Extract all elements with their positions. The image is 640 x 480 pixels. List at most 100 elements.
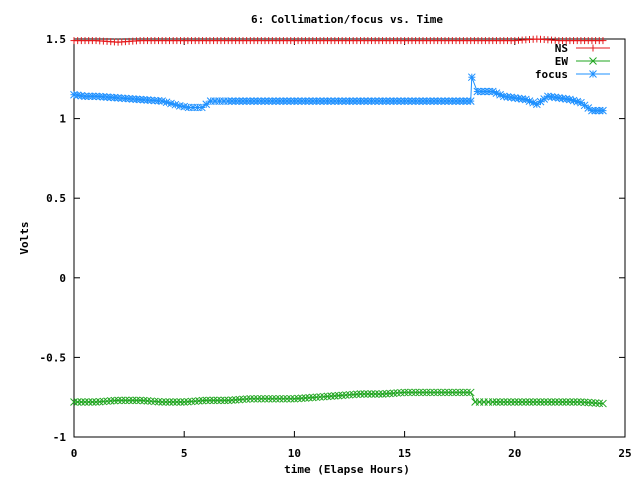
data-point xyxy=(279,394,288,403)
data-point xyxy=(150,96,159,105)
data-point xyxy=(197,103,206,112)
data-point xyxy=(573,398,582,406)
data-point xyxy=(349,97,358,105)
data-point xyxy=(286,394,295,403)
data-point xyxy=(599,37,607,45)
data-point xyxy=(169,398,178,406)
data-point xyxy=(544,398,552,406)
data-point xyxy=(70,37,78,45)
y-tick-label: 0 xyxy=(59,272,66,285)
x-tick-label: 15 xyxy=(398,447,411,460)
data-point xyxy=(466,388,475,397)
data-point xyxy=(187,397,196,406)
data-point xyxy=(220,396,229,405)
data-point xyxy=(488,398,497,406)
data-point xyxy=(444,388,453,397)
data-point xyxy=(551,398,560,406)
data-point xyxy=(569,398,578,406)
data-point xyxy=(198,396,207,405)
data-point xyxy=(121,94,130,103)
data-point xyxy=(103,397,111,406)
data-point xyxy=(235,97,244,105)
data-point xyxy=(308,97,317,105)
data-point xyxy=(445,37,453,45)
data-point xyxy=(471,398,479,406)
series-focus xyxy=(70,73,607,115)
data-point xyxy=(88,398,97,406)
data-point xyxy=(327,392,335,400)
data-point xyxy=(264,97,273,105)
data-point xyxy=(213,396,222,405)
data-point xyxy=(316,393,324,401)
data-point xyxy=(349,390,358,399)
data-point xyxy=(415,97,424,105)
data-point xyxy=(171,100,180,109)
data-point xyxy=(356,97,365,105)
data-point xyxy=(463,388,471,397)
chart-title: 6: Collimation/focus vs. Time xyxy=(251,13,443,26)
data-point xyxy=(452,388,460,397)
data-point xyxy=(242,395,251,403)
data-point xyxy=(180,398,189,406)
data-point xyxy=(371,390,380,398)
data-point xyxy=(301,97,310,105)
data-point xyxy=(499,92,508,101)
data-point xyxy=(510,94,519,102)
data-point xyxy=(268,37,276,45)
data-point xyxy=(154,96,163,105)
data-point xyxy=(437,97,446,105)
data-point xyxy=(496,398,504,406)
data-point xyxy=(467,37,475,45)
data-point xyxy=(231,97,240,105)
data-point xyxy=(580,398,589,407)
data-point xyxy=(312,37,320,45)
data-point xyxy=(389,389,398,398)
data-point xyxy=(246,37,254,45)
data-point xyxy=(588,398,596,407)
data-point xyxy=(589,57,597,65)
data-point xyxy=(99,397,108,406)
data-point xyxy=(477,87,486,96)
data-point xyxy=(544,92,552,101)
data-point xyxy=(297,97,306,105)
data-point xyxy=(136,37,144,45)
data-point xyxy=(158,97,167,105)
data-point xyxy=(323,392,332,401)
data-point xyxy=(588,106,596,115)
y-axis-label: Volts xyxy=(18,221,31,254)
data-point xyxy=(81,92,89,101)
y-tick-label: 1.5 xyxy=(46,33,66,46)
data-point xyxy=(84,398,93,406)
data-point xyxy=(132,396,141,405)
data-point xyxy=(92,398,100,406)
data-point xyxy=(180,37,188,45)
data-point xyxy=(364,97,372,105)
data-point xyxy=(327,97,335,105)
data-point xyxy=(162,98,171,107)
data-point xyxy=(401,37,409,45)
data-point xyxy=(408,388,416,397)
series-line xyxy=(74,391,604,405)
data-point xyxy=(147,397,155,406)
data-point xyxy=(423,37,431,45)
data-point xyxy=(555,37,563,45)
data-point xyxy=(357,37,365,45)
data-point xyxy=(154,397,163,406)
data-point xyxy=(161,398,170,406)
x-tick-label: 5 xyxy=(181,447,188,460)
data-point xyxy=(473,87,482,96)
data-point xyxy=(110,396,119,405)
data-point xyxy=(191,397,200,406)
data-point xyxy=(114,94,122,102)
legend-label-focus: focus xyxy=(535,68,568,81)
data-point xyxy=(184,397,192,406)
data-point xyxy=(239,395,247,404)
x-tick-label: 20 xyxy=(508,447,521,460)
y-tick-label: 0.5 xyxy=(46,192,66,205)
data-point xyxy=(275,394,284,403)
data-point xyxy=(202,100,211,109)
data-point xyxy=(312,97,321,105)
x-tick-label: 10 xyxy=(288,447,301,460)
data-point xyxy=(136,95,144,104)
